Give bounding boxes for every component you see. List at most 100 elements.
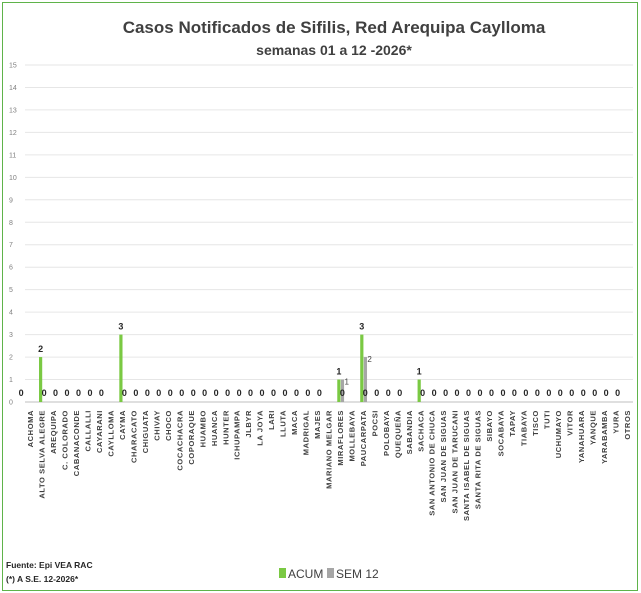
data-label-acum-socabaya: 0 — [489, 388, 494, 398]
data-label-acum-ichupampa: 0 — [225, 388, 230, 398]
data-label-acum-polobaya: 0 — [374, 388, 379, 398]
y-tick-label: 3 — [9, 332, 13, 339]
data-label-acum-c-colorado: 0 — [53, 388, 58, 398]
x-tick-label-jlbyr: JLBYR — [244, 410, 253, 438]
data-label-acum-tisco: 0 — [523, 388, 528, 398]
bar-acum-sachaca — [417, 379, 421, 402]
x-tick-label-santa-rita-de-siguas: SANTA RITA DE SIGUAS — [474, 410, 483, 509]
data-label-acum-sibayo: 0 — [477, 388, 482, 398]
data-label-acum-lari: 0 — [260, 388, 265, 398]
x-tick-label-cayarani: CAYARANI — [95, 410, 104, 453]
data-label-acum-quequena: 0 — [386, 388, 391, 398]
y-tick-label: 6 — [9, 265, 13, 272]
x-tick-label-miraflores: MIRAFLORES — [336, 410, 345, 466]
x-tick-label-tisco: TISCO — [531, 410, 540, 436]
data-label-acum-huanca: 0 — [202, 388, 207, 398]
bar-acum-cayma — [119, 334, 123, 402]
x-tick-label-cayma: CAYMA — [118, 410, 127, 440]
x-tick-label-choco: CHOCO — [164, 410, 173, 441]
x-tick-label-huanca: HUANCA — [210, 410, 219, 446]
data-label-acum-choco: 0 — [156, 388, 161, 398]
y-tick-label: 0 — [9, 400, 13, 407]
data-label-acum-maca: 0 — [282, 388, 287, 398]
data-label-sem-12-paucarpata: 2 — [367, 355, 372, 364]
bar-sem-12-paucarpata — [363, 357, 368, 402]
x-tick-label-hunter: HUNTER — [221, 410, 230, 445]
data-label-acum-characato: 0 — [122, 388, 127, 398]
y-tick-label: 15 — [9, 63, 17, 70]
x-tick-label-yarabamba: YARABAMBA — [600, 410, 609, 464]
data-label-acum-santa-rita-de-siguas: 0 — [466, 388, 471, 398]
bar-acum-paucarpata — [360, 334, 364, 402]
x-tick-label-pocsi: POCSI — [370, 410, 379, 436]
data-label-acum-yarabamba: 0 — [592, 388, 597, 398]
data-label-acum-paucarpata: 3 — [359, 322, 364, 332]
data-label-sem-12-miraflores: 1 — [344, 378, 349, 387]
data-label-acum-san-juan-de-siguas: 0 — [432, 388, 437, 398]
data-label-acum-majes: 0 — [305, 388, 310, 398]
y-tick-label: 9 — [9, 197, 13, 204]
x-tick-label-huambo: HUAMBO — [198, 410, 207, 447]
x-tick-label-chivay: CHIVAY — [152, 410, 161, 441]
y-tick-label: 5 — [9, 287, 13, 294]
data-label-acum-lluta: 0 — [271, 388, 276, 398]
data-label-acum-santa-isabel-de-siguas: 0 — [455, 388, 460, 398]
y-tick-label: 7 — [9, 242, 13, 249]
data-label-acum-achoma: 0 — [19, 388, 24, 398]
x-tick-label-alto-selva-alegre: ALTO SELVA ALEGRE — [38, 410, 47, 499]
x-tick-label-cocachacra: COCACHACRA — [175, 410, 184, 471]
x-tick-label-socabaya: SOCABAYA — [497, 410, 506, 456]
y-tick-label: 12 — [9, 130, 17, 137]
data-label-acum-yanque: 0 — [581, 388, 586, 398]
x-tick-label-tiabaya: TIABAYA — [520, 410, 529, 446]
x-tick-label-yanque: YANQUE — [588, 410, 597, 445]
x-tick-label-quequena: QUEQUEÑA — [393, 410, 402, 458]
data-label-acum-cayma: 3 — [118, 322, 123, 332]
y-tick-label: 14 — [9, 85, 17, 92]
data-label-acum-miraflores: 1 — [336, 367, 341, 377]
data-label-acum-cabanaconde: 0 — [65, 388, 70, 398]
x-tick-label-lari: LARI — [267, 410, 276, 430]
note-footnote: (*) A S.E. 12-2026* — [6, 574, 79, 584]
data-label-acum-alto-selva-alegre: 2 — [38, 344, 43, 354]
data-label-acum-caylloma: 0 — [99, 388, 104, 398]
data-label-acum-pocsi: 0 — [363, 388, 368, 398]
legend-swatch-acum — [279, 568, 286, 578]
x-tick-label-achoma: ACHOMA — [26, 410, 35, 447]
y-tick-label: 4 — [9, 310, 13, 317]
x-tick-label-san-juan-de-siguas: SAN JUAN DE SIGUAS — [439, 410, 448, 502]
x-tick-label-yura: YURA — [611, 410, 620, 434]
data-label-acum-vitor: 0 — [558, 388, 563, 398]
y-tick-label: 1 — [9, 377, 13, 384]
x-tick-label-sachaca: SACHACA — [416, 410, 425, 452]
x-tick-label-c-colorado: C. COLORADO — [61, 410, 70, 470]
data-label-acum-tiabaya: 0 — [512, 388, 517, 398]
data-label-acum-coporaque: 0 — [179, 388, 184, 398]
x-tick-label-maca: MACA — [290, 410, 299, 435]
x-tick-label-tapay: TAPAY — [508, 410, 517, 437]
data-label-acum-otros: 0 — [615, 388, 620, 398]
data-label-acum-madrigal: 0 — [294, 388, 299, 398]
x-tick-label-la-joya: LA JOYA — [256, 410, 265, 446]
data-label-acum-sabandia: 0 — [397, 388, 402, 398]
data-label-acum-cayarani: 0 — [87, 388, 92, 398]
source-footnote: Fuente: Epi VEA RAC — [6, 560, 93, 570]
legend-swatch-sem12 — [327, 568, 334, 578]
legend-label-sem12: SEM 12 — [336, 567, 379, 581]
data-label-acum-yanahuara: 0 — [569, 388, 574, 398]
x-tick-label-tuti: TUTI — [542, 410, 551, 429]
bar-acum-alto-selva-alegre — [39, 357, 43, 402]
data-label-acum-callalli: 0 — [76, 388, 81, 398]
data-label-acum-jlbyr: 0 — [237, 388, 242, 398]
chart-title: Casos Notificados de Sifilis, Red Arequi… — [123, 18, 546, 37]
data-label-acum-tapay: 0 — [500, 388, 505, 398]
data-label-acum-tuti: 0 — [535, 388, 540, 398]
x-tick-label-characato: CHARACATO — [129, 410, 138, 463]
y-tick-label: 11 — [9, 152, 16, 159]
legend: ACUM SEM 12 — [279, 567, 379, 581]
x-tick-label-vitor: VITOR — [565, 410, 574, 436]
